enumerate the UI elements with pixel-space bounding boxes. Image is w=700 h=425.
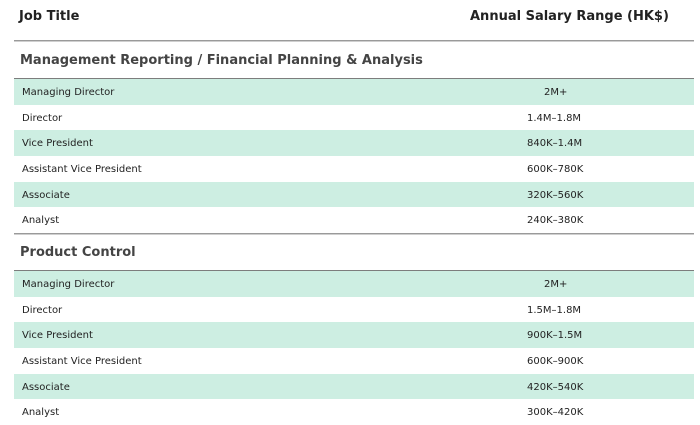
table-header: Job Title Annual Salary Range (HK$) xyxy=(0,0,700,40)
job-title-header: Job Title xyxy=(19,9,80,24)
salary-cell: 900K–1.5M xyxy=(527,330,583,342)
salary-cell: 2M+ xyxy=(544,87,568,98)
salary-cell: 1.4M–1.8M xyxy=(527,112,582,124)
table-row: Analyst 240K–380K xyxy=(14,207,694,233)
job-title-cell: Managing Director xyxy=(22,279,115,290)
salary-range-header: Annual Salary Range (HK$) xyxy=(470,9,669,24)
table-row: Associate 420K–540K xyxy=(14,373,694,400)
table-row: Director 1.4M–1.8M xyxy=(14,105,694,131)
section-title-management-reporting: Management Reporting / Financial Plannin… xyxy=(20,53,423,68)
table-row: Managing Director 2M+ xyxy=(14,79,694,105)
salary-cell: 600K–900K xyxy=(527,356,584,368)
salary-cell: 2M+ xyxy=(544,279,568,290)
table-row: Vice President 900K–1.5M xyxy=(14,322,694,349)
job-title-cell: Assistant Vice President xyxy=(22,356,142,368)
section-rule xyxy=(14,78,694,79)
job-title-cell: Associate xyxy=(22,381,70,393)
table-row: Assistant Vice President 600K–900K xyxy=(14,348,694,374)
table-row: Analyst 300K–420K xyxy=(14,399,694,425)
salary-cell: 600K–780K xyxy=(527,164,584,176)
table-row: Associate 320K–560K xyxy=(14,181,694,208)
salary-cell: 300K–420K xyxy=(527,407,584,419)
table-row: Assistant Vice President 600K–780K xyxy=(14,156,694,182)
section-divider xyxy=(14,233,694,235)
salary-cell: 420K–540K xyxy=(527,381,584,393)
job-title-cell: Analyst xyxy=(22,407,60,419)
job-title-cell: Associate xyxy=(22,189,70,201)
job-title-cell: Director xyxy=(22,112,63,124)
section-title-product-control: Product Control xyxy=(20,245,136,260)
job-title-cell: Vice President xyxy=(22,330,93,342)
job-title-cell: Assistant Vice President xyxy=(22,164,142,176)
salary-cell: 240K–380K xyxy=(527,215,584,227)
section-rule xyxy=(14,270,694,271)
section-divider xyxy=(14,40,694,42)
table-row: Director 1.5M–1.8M xyxy=(14,297,694,323)
salary-cell: 320K–560K xyxy=(527,189,584,201)
job-title-cell: Director xyxy=(22,304,63,316)
job-title-cell: Analyst xyxy=(22,215,60,227)
salary-cell: 840K–1.4M xyxy=(527,138,583,150)
salary-cell: 1.5M–1.8M xyxy=(527,304,582,316)
job-title-cell: Managing Director xyxy=(22,87,115,98)
table-row: Vice President 840K–1.4M xyxy=(14,130,694,157)
job-title-cell: Vice President xyxy=(22,138,93,150)
section-rows-product-control: Managing Director 2M+ Director 1.5M–1.8M… xyxy=(14,271,694,425)
table-row: Managing Director 2M+ xyxy=(14,271,694,297)
section-rows-management-reporting: Managing Director 2M+ Director 1.4M–1.8M… xyxy=(14,79,694,233)
